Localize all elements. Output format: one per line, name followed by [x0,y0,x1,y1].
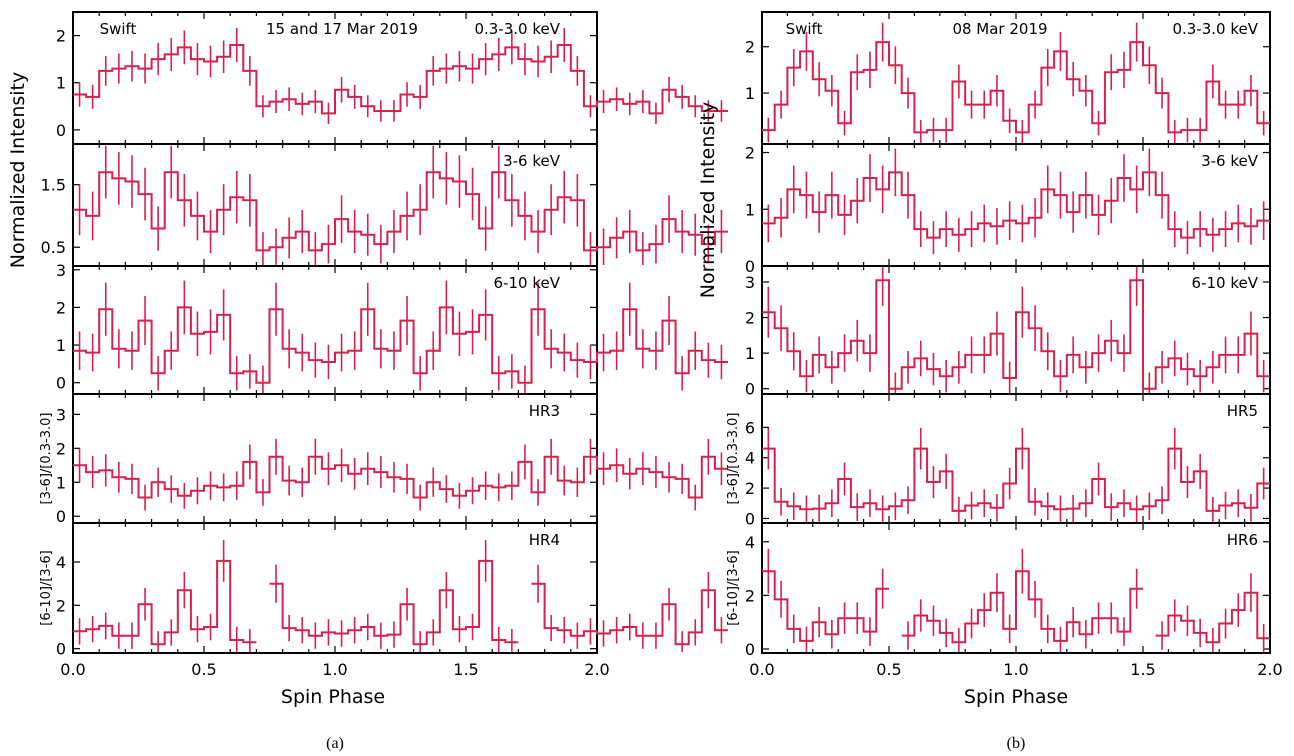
y-tick-label: 1 [745,200,755,219]
panel-date-label: 08 Mar 2019 [952,20,1047,38]
y-tick-label: 3 [56,261,66,280]
light-curve-series [73,306,728,384]
panel-frame [72,393,598,524]
panel-band-label: 3-6 keV [1201,152,1259,170]
x-tick-label: 1.5 [453,660,478,679]
x-tick-label: 1.5 [1130,660,1155,679]
x-tick-label: 0.5 [191,660,216,679]
y-tick-label: 3 [56,405,66,424]
y-tick-label: 1 [56,74,66,93]
light-curve-series [73,455,728,499]
panel-band-label: HR5 [1227,402,1258,420]
x-tick-label: 2.0 [1257,660,1282,679]
panel-band-label: 0.3-3.0 keV [1172,20,1258,38]
y-tick-label: 2 [745,38,755,57]
main-y-axis-label: Normalized Intensity [697,102,719,299]
y-tick-label: 0 [56,507,66,526]
y-tick-label: 1 [745,344,755,363]
y-tick-label: 4 [56,553,66,572]
light-curve-series [73,44,728,115]
panel-3: 0 1 2 3 HR3 [3-6]/[0.3-3.0] [39,393,728,526]
y-tick-label: 0 [745,257,755,276]
y-tick-label: 2 [745,479,755,498]
light-curve-series [73,171,728,252]
panel-1: 0 1 2 3-6 keV [745,143,1271,276]
panel-y-axis-label: [3-6]/[0.3-3.0] [39,413,54,505]
x-tick-label: 1.0 [322,660,347,679]
y-tick-label: 0 [745,509,755,528]
y-tick-label: 0.5 [41,238,66,257]
panel-date-label: 15 and 17 Mar 2019 [266,20,418,38]
panel-4: 0 2 4 HR6 [6-10]/[3-6] [726,522,1271,659]
panel-y-axis-label: [6-10]/[3-6] [726,550,741,625]
y-tick-label: 2 [56,439,66,458]
light-curve-series [762,279,1270,390]
panel-band-label: 3-6 keV [503,152,561,170]
panel-0: 0 1 2 Swift 15 and 17 Mar 2019 0.3-3.0 keV [56,11,728,145]
y-tick-label: 2 [745,144,755,163]
x-tick-label: 0.0 [60,660,85,679]
y-tick-label: 1 [745,84,755,103]
panel-2: 0 1 2 3 6-10 keV [56,261,728,395]
panel-1: 0.5 1.5 3-6 keV [41,143,728,267]
panel-band-label: HR3 [529,402,560,420]
figure-sub-label: (b) [1007,735,1026,752]
main-y-axis-label: Normalized Intensity [7,72,29,269]
x-tick-label: 0.5 [876,660,901,679]
panel-0: 1 2 Swift 08 Mar 2019 0.3-3.0 keV [745,11,1271,145]
y-tick-label: 4 [745,533,755,552]
light-curve-series [73,559,728,646]
y-tick-label: 2 [56,298,66,317]
panel-y-axis-label: [6-10]/[3-6] [39,550,54,625]
y-tick-label: 1 [56,473,66,492]
panel-3: 0 2 4 6 HR5 [3-6]/[0.3-3.0] [726,393,1271,528]
x-tick-label: 1.0 [1003,660,1028,679]
panel-band-label: HR6 [1227,531,1258,549]
panel-y-axis-label: [3-6]/[0.3-3.0] [726,413,741,505]
light-curve-series [762,41,1270,134]
y-tick-label: 0 [56,374,66,393]
panel-4: 0 2 4 HR4 [6-10]/[3-6] [39,522,728,659]
y-tick-label: 2 [745,586,755,605]
panel-band-label: 6-10 keV [1192,274,1259,292]
y-tick-label: 0 [745,380,755,399]
panel-2: 0 1 2 3 6-10 keV [745,265,1271,399]
panel-band-label: HR4 [529,531,560,549]
panel-band-label: 6-10 keV [494,274,561,292]
figure-sub-label: (a) [326,735,344,752]
panel-instrument-label: Swift [786,20,823,38]
y-tick-label: 2 [56,27,66,46]
light-curve-series [762,570,1270,644]
x-axis-label: Spin Phase [964,686,1068,708]
x-tick-label: 2.0 [584,660,609,679]
panel-band-label: 0.3-3.0 keV [474,20,560,38]
panel-instrument-label: Swift [100,20,137,38]
y-tick-label: 0 [56,640,66,659]
y-tick-label: 0 [745,640,755,659]
y-tick-label: 2 [745,309,755,328]
y-tick-label: 1 [56,336,66,355]
y-tick-label: 4 [745,449,755,468]
x-tick-label: 0.0 [749,660,774,679]
figure-a: 0 1 2 Swift 15 and 17 Mar 2019 0.3-3.0 keV 0.5… [7,11,728,752]
y-tick-label: 2 [56,596,66,615]
y-tick-label: 6 [745,418,755,437]
light-curve-series [762,447,1270,512]
x-axis-label: Spin Phase [281,686,385,708]
y-tick-label: 1.5 [41,176,66,195]
light-curve-series [762,171,1270,239]
y-tick-label: 0 [56,121,66,140]
y-tick-label: 3 [745,273,755,292]
